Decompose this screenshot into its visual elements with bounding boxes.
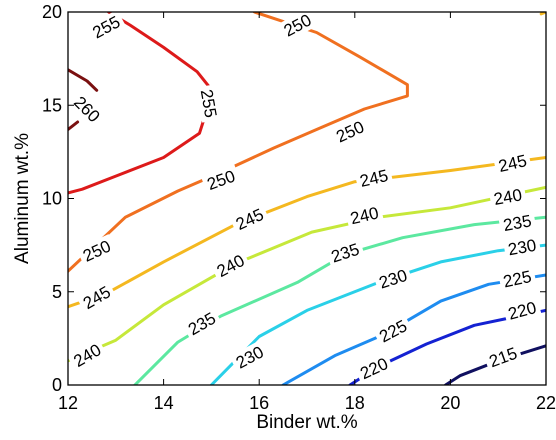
contour-label-245-background <box>229 202 270 236</box>
contour-line-235 <box>133 215 546 385</box>
contour-label-240-background <box>488 183 528 210</box>
x-tick-label: 18 <box>345 393 365 413</box>
contour-label-250-background <box>76 234 118 268</box>
contour-label-245-background <box>492 149 533 177</box>
contour-label-240-group: 240 <box>66 337 108 373</box>
x-tick-label: 20 <box>440 393 460 413</box>
contour-line-225 <box>281 273 546 385</box>
contour-label-250-background <box>200 164 242 196</box>
x-tick-label: 22 <box>536 393 556 413</box>
y-tick-label: 10 <box>42 189 62 209</box>
contour-label-220: 220 <box>506 298 538 324</box>
contour-label-215-background <box>482 341 524 373</box>
contour-label-250-group: 250 <box>200 164 242 196</box>
contour-label-225-group: 225 <box>497 265 537 293</box>
contour-label-225: 225 <box>502 267 534 291</box>
x-tick-label: 16 <box>249 393 269 413</box>
contour-label-245-background <box>76 279 118 315</box>
contour-label-235-background <box>498 209 537 236</box>
contour-label-230-background <box>373 263 413 294</box>
y-tick-label: 0 <box>52 375 62 395</box>
contour-label-235: 235 <box>502 211 533 235</box>
contour-label-235-group: 235 <box>498 209 537 236</box>
contour-label-240-group: 240 <box>210 248 251 283</box>
contour-label-230-background <box>502 234 542 260</box>
contour-label-240: 240 <box>492 185 523 209</box>
contour-label-255-group: 255 <box>85 9 127 45</box>
contour-label-220-background <box>502 296 542 325</box>
contour-label-230: 230 <box>377 266 410 293</box>
contour-label-255-background <box>85 9 127 45</box>
x-tick-label: 14 <box>154 393 174 413</box>
contour-label-225-background <box>372 313 414 349</box>
contour-label-245-group: 245 <box>492 149 533 177</box>
contour-label-245-group: 245 <box>76 279 118 315</box>
contour-label-225-background <box>497 265 537 293</box>
contour-label-235-group: 235 <box>325 237 366 268</box>
contour-label-240-background <box>66 337 108 373</box>
contour-label-255: 255 <box>197 88 221 119</box>
contour-label-250-group: 250 <box>277 7 318 43</box>
contour-label-260-background <box>67 89 107 129</box>
contour-label-240-group: 240 <box>488 183 528 210</box>
contour-line-215 <box>444 344 546 385</box>
contour-label-215-group: 215 <box>482 341 524 373</box>
y-axis-label: Aluminum wt.% <box>12 133 33 264</box>
contour-label-235-background <box>181 305 223 342</box>
plot-frame <box>67 11 547 386</box>
contour-label-220-background <box>353 351 395 385</box>
contour-label-240: 240 <box>349 203 381 228</box>
contour-label-260-group: 260 <box>67 89 107 129</box>
contour-label-255-group: 255 <box>196 84 222 123</box>
contour-label-245-group: 245 <box>354 164 394 192</box>
contour-label-230-background <box>229 339 270 375</box>
contour-line-250 <box>68 12 409 273</box>
contour-label-245: 245 <box>358 166 390 191</box>
contour-label-240-group: 240 <box>344 201 384 230</box>
contour-line-240 <box>68 185 546 363</box>
contour-label-225-group: 225 <box>372 313 414 349</box>
contour-label-255-background <box>196 84 222 123</box>
y-tick-label: 15 <box>42 95 62 115</box>
contour-label-250-background <box>277 7 318 43</box>
contour-label-250-group: 250 <box>76 234 118 268</box>
contour-label-230-group: 230 <box>373 263 413 294</box>
contour-label-245-group: 245 <box>229 202 270 236</box>
contour-label-220-group: 220 <box>502 296 542 325</box>
contour-label-240-background <box>210 248 251 283</box>
contour-label-245: 245 <box>497 151 529 176</box>
y-tick-label: 5 <box>52 282 62 302</box>
contour-label-230-group: 230 <box>502 234 542 260</box>
contour-label-250-background <box>329 114 371 148</box>
contour-label-235-background <box>325 237 366 268</box>
contour-line-260 <box>68 68 99 92</box>
y-tick-label: 20 <box>42 2 62 22</box>
contour-label-230: 230 <box>507 236 538 260</box>
x-axis-label: Binder wt.% <box>256 412 357 433</box>
contour-line-245 <box>68 156 546 309</box>
contour-line-260 <box>68 120 80 131</box>
contour-label-245-background <box>354 164 394 192</box>
contour-label-240-background <box>344 201 384 230</box>
x-tick-label: 12 <box>58 393 78 413</box>
contour-label-235: 235 <box>329 240 362 267</box>
